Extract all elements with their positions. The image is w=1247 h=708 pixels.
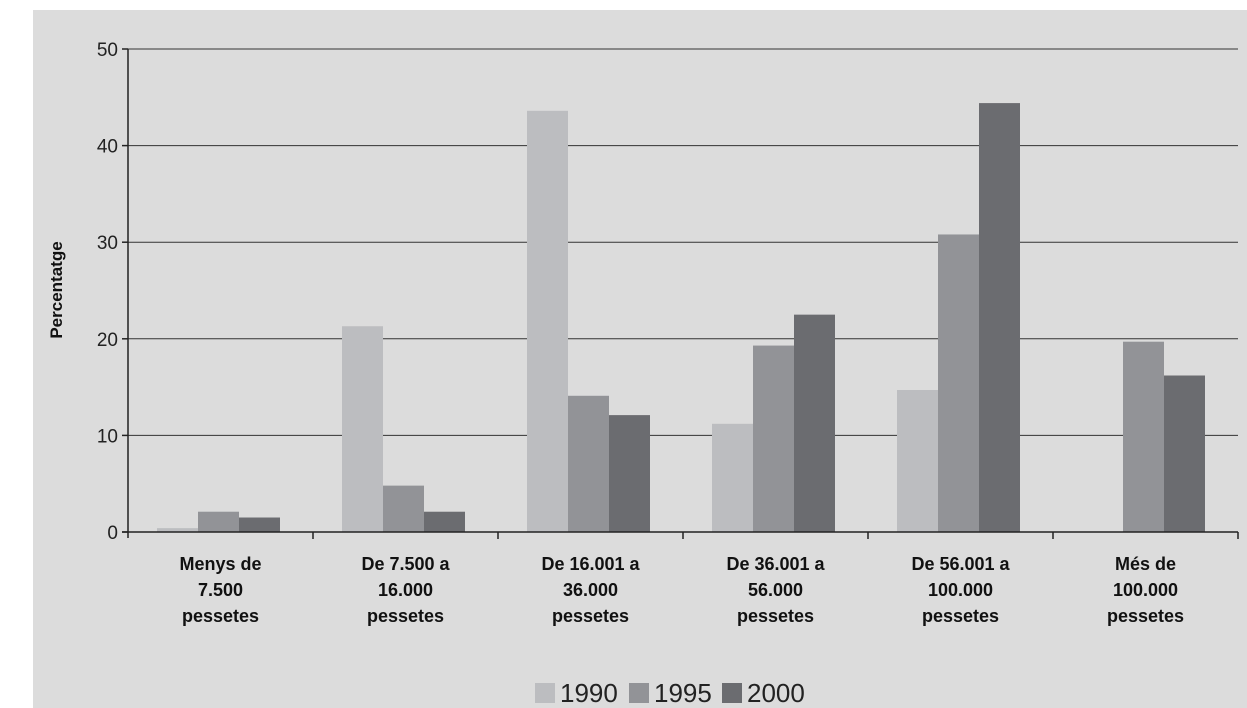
legend-swatch-2000 bbox=[722, 683, 742, 703]
y-tick-label: 30 bbox=[97, 233, 118, 254]
legend-swatch-1995 bbox=[629, 683, 649, 703]
x-category-label: De 7.500 a bbox=[361, 554, 450, 574]
x-category-label: 36.000 bbox=[563, 580, 618, 600]
chart-panel bbox=[33, 10, 1247, 708]
bar-1990-5 bbox=[897, 389, 938, 532]
bar-1995-6 bbox=[1123, 341, 1164, 532]
bar-2000-1 bbox=[239, 517, 280, 532]
bar-1995-3 bbox=[568, 395, 609, 532]
x-category-label: pessetes bbox=[552, 606, 629, 626]
bar-1995-5 bbox=[938, 234, 979, 533]
legend: 1990 1995 2000 bbox=[535, 678, 805, 708]
bar-2000-4 bbox=[794, 314, 835, 532]
x-category-label: 16.000 bbox=[378, 580, 433, 600]
bar-1995-1 bbox=[198, 511, 239, 532]
x-category-label: pessetes bbox=[737, 606, 814, 626]
x-category-label: 100.000 bbox=[1113, 580, 1178, 600]
bar-2000-2 bbox=[424, 511, 465, 532]
bar-1990-2 bbox=[342, 326, 383, 532]
bar-1995-2 bbox=[383, 485, 424, 532]
legend-label-1990: 1990 bbox=[560, 678, 618, 708]
gridlines bbox=[128, 48, 1238, 436]
x-category-label: De 56.001 a bbox=[911, 554, 1010, 574]
y-tick-label: 0 bbox=[107, 523, 118, 544]
bar-2000-5 bbox=[979, 103, 1020, 532]
legend-swatch-1990 bbox=[535, 683, 555, 703]
x-category-label: Menys de bbox=[179, 554, 261, 574]
bar-1990-3 bbox=[527, 110, 568, 532]
x-category-label: pessetes bbox=[922, 606, 999, 626]
bars bbox=[157, 103, 1205, 533]
bar-1990-1 bbox=[157, 528, 198, 532]
axes bbox=[122, 48, 1239, 539]
x-category-label: 7.500 bbox=[198, 580, 243, 600]
x-category-label: Més de bbox=[1115, 554, 1176, 574]
x-category-label: De 16.001 a bbox=[541, 554, 640, 574]
top-strip bbox=[0, 0, 1247, 10]
x-category-label: 56.000 bbox=[748, 580, 803, 600]
bar-1995-4 bbox=[753, 345, 794, 532]
x-category-label: 100.000 bbox=[928, 580, 993, 600]
x-category-labels: Menys de 7.500 pessetes De 7.500 a 16.000 pes… bbox=[179, 554, 1184, 626]
x-category-label: De 36.001 a bbox=[726, 554, 825, 574]
y-tick-label: 40 bbox=[97, 137, 118, 158]
bar-1990-4 bbox=[712, 423, 753, 532]
x-category-label: pessetes bbox=[1107, 606, 1184, 626]
y-tick-label: 50 bbox=[97, 40, 118, 61]
y-tick-labels: 0 10 20 30 40 50 bbox=[97, 40, 118, 544]
x-category-label: pessetes bbox=[367, 606, 444, 626]
bar-2000-3 bbox=[609, 415, 650, 532]
y-axis-label: Percentatge bbox=[47, 241, 66, 338]
legend-label-1995: 1995 bbox=[654, 678, 712, 708]
bar-2000-6 bbox=[1164, 375, 1205, 532]
y-tick-label: 20 bbox=[97, 330, 118, 351]
legend-label-2000: 2000 bbox=[747, 678, 805, 708]
x-category-label: pessetes bbox=[182, 606, 259, 626]
y-tick-label: 10 bbox=[97, 426, 118, 447]
